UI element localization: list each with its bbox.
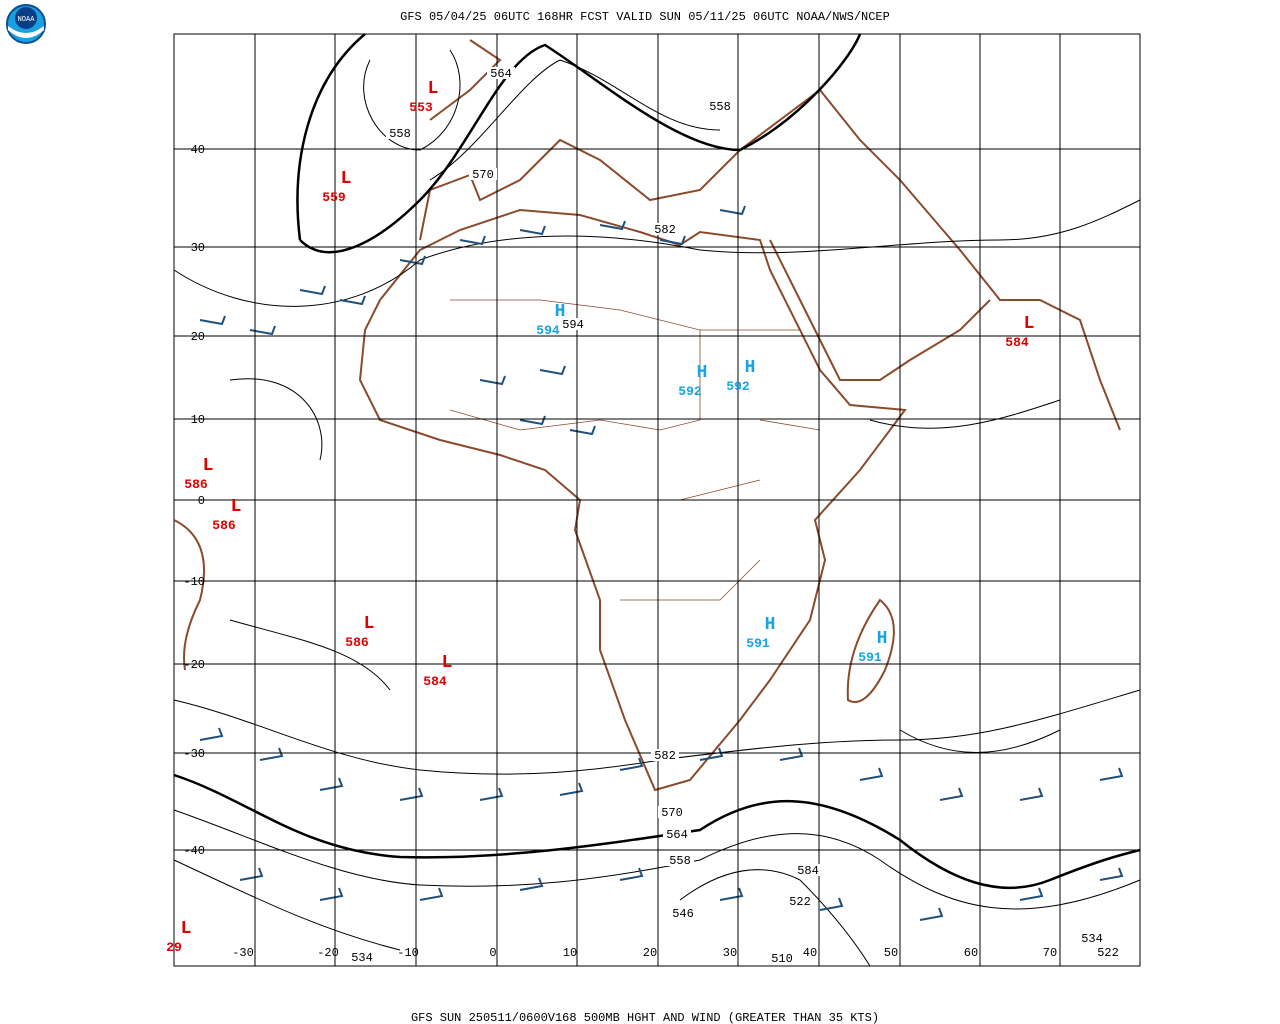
- contour-label-bg: [706, 100, 734, 112]
- contour-label: 534: [1081, 932, 1103, 946]
- pressure-center-value: 592: [678, 384, 702, 399]
- labels: 40 30 20 10 0 -10 -20 -30 -40 -30 -20 -10 0 10 20 30 40 5…: [166, 67, 1122, 966]
- longitude-label: 40: [803, 946, 817, 960]
- latitude-label: -20: [183, 658, 205, 672]
- latitude-label: 10: [191, 413, 205, 427]
- latitude-label: 40: [191, 143, 205, 157]
- coastlines: [173, 39, 1121, 792]
- pressure-center-value: 586: [212, 518, 236, 533]
- contour-label-bg: [794, 864, 822, 876]
- latitude-label: -10: [183, 575, 205, 589]
- pressure-center-letter: L: [442, 653, 453, 673]
- pressure-center-letter: H: [877, 629, 888, 649]
- contour-label: 582: [654, 223, 676, 237]
- contour-label-bg: [663, 828, 691, 840]
- longitude-label: -30: [232, 946, 254, 960]
- title: GFS 05/04/25 06UTC 168HR FCST VALID SUN …: [400, 10, 890, 24]
- contour-label: 584: [797, 864, 819, 878]
- pressure-center-value: 553: [409, 100, 433, 115]
- contour-label-bg: [1094, 946, 1122, 958]
- pressure-center-value: 592: [726, 379, 750, 394]
- latitude-label: -30: [183, 747, 205, 761]
- pressure-center-value: 29: [166, 940, 182, 955]
- longitude-label: 20: [643, 946, 657, 960]
- latitude-label: -40: [183, 844, 205, 858]
- contour-label-bg: [666, 854, 694, 866]
- pressure-center-value: 591: [746, 636, 770, 651]
- pressure-center-letter: H: [697, 363, 708, 383]
- contour-label: 546: [672, 907, 694, 921]
- pressure-center-letter: H: [765, 615, 776, 635]
- contour-label: 510: [771, 952, 793, 966]
- contour-label: 558: [389, 127, 411, 141]
- contour-label: 564: [666, 828, 688, 842]
- contour-label-bg: [651, 749, 679, 761]
- latitude-label: 30: [191, 241, 205, 255]
- contour-label: 558: [709, 100, 731, 114]
- pressure-center-value: 559: [322, 190, 346, 205]
- pressure-center-letter: L: [364, 614, 375, 634]
- pressure-center-letter: L: [341, 169, 352, 189]
- contour-label: 522: [1097, 946, 1119, 960]
- graticule: [174, 34, 1140, 966]
- contour-label-bg: [487, 67, 515, 79]
- contour-label-bg: [386, 127, 414, 139]
- pressure-center-letter: L: [1024, 314, 1035, 334]
- contour-label-bg: [469, 168, 497, 180]
- pressure-center-letter: L: [203, 456, 214, 476]
- pressure-center-value: 591: [858, 650, 882, 665]
- longitude-label: 10: [563, 946, 577, 960]
- contour-label: 558: [669, 854, 691, 868]
- longitude-label: 70: [1043, 946, 1057, 960]
- contour-label-bg: [786, 895, 814, 907]
- contour-label-bg: [559, 318, 587, 330]
- pressure-center-letter: L: [181, 919, 192, 939]
- contour-label-bg: [651, 223, 679, 235]
- contour-label-bg: [658, 806, 686, 818]
- pressure-center-letter: L: [428, 79, 439, 99]
- contour-label: 564: [490, 67, 512, 81]
- contour-label-bg: [348, 951, 376, 963]
- pressure-center-value: 586: [184, 477, 208, 492]
- contour-label: 534: [351, 951, 373, 965]
- pressure-center-value: 586: [345, 635, 369, 650]
- contour-label: 594: [562, 318, 584, 332]
- pressure-center-value: 594: [536, 323, 560, 338]
- contour-label-bg: [669, 907, 697, 919]
- contour-label-bg: [1078, 932, 1106, 944]
- longitude-label: -20: [317, 946, 339, 960]
- longitude-label: 50: [884, 946, 898, 960]
- longitude-label: 60: [964, 946, 978, 960]
- contour-label: 570: [661, 806, 683, 820]
- pressure-center-letter: H: [745, 358, 756, 378]
- latitude-label: 0: [198, 494, 205, 508]
- footer: GFS SUN 250511/0600V168 500MB HGHT AND W…: [411, 1011, 879, 1024]
- pressure-center-letter: H: [555, 302, 566, 322]
- pressure-center-value: 584: [423, 674, 447, 689]
- pressure-center-letter: L: [231, 497, 242, 517]
- contour-label: 582: [654, 749, 676, 763]
- longitude-label: -10: [397, 946, 419, 960]
- pressure-center-value: 584: [1005, 335, 1029, 350]
- logo-text: NOAA: [18, 16, 36, 24]
- contour-label: 522: [789, 895, 811, 909]
- latitude-label: 20: [191, 330, 205, 344]
- longitude-label: 0: [489, 946, 496, 960]
- contour-label: 570: [472, 168, 494, 182]
- noaa-logo: NOAA: [6, 4, 46, 44]
- longitude-label: 30: [723, 946, 737, 960]
- contour-label-bg: [768, 952, 796, 964]
- wind-barbs: [199, 205, 1124, 921]
